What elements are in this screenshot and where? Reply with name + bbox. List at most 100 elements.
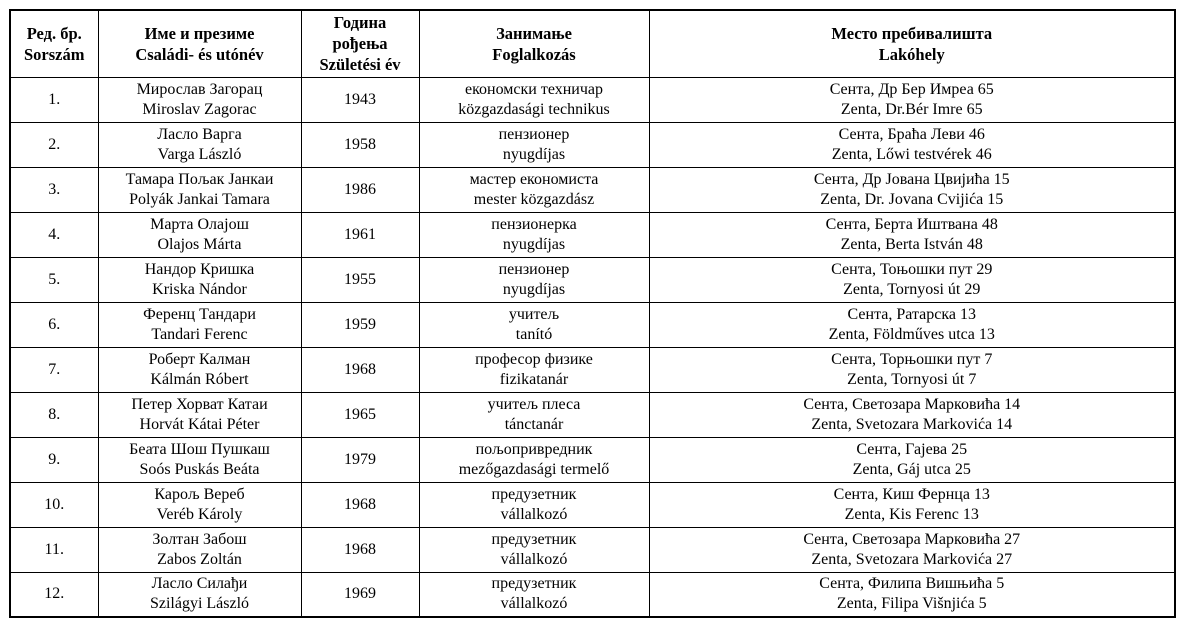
residents-table: Ред. бр. Sorszám Име и презиме Családi- … — [9, 9, 1176, 618]
table-row: 5. Нандор Кришка Kriska Nándor 1955 пенз… — [9, 256, 1176, 303]
cell-residence: Сента, Др Бер Имреа 65 Zenta, Dr.Bér Imr… — [648, 76, 1176, 123]
cell-occupation: професор физике fizikatanár — [418, 346, 650, 393]
residence-sr: Сента, Светозара Марковића 14 — [803, 395, 1021, 413]
cell-occupation: учитељ плеса tánctanár — [418, 391, 650, 438]
name-hu: Kriska Nándor — [152, 280, 247, 298]
cell-birth-year: 1968 — [300, 346, 420, 393]
occupation-hu: vállalkozó — [500, 550, 568, 568]
cell-birth-year: 1986 — [300, 166, 420, 213]
ordinal-number: 9. — [48, 450, 61, 468]
cell-name: Ференц Тандари Tandari Ferenc — [97, 301, 302, 348]
cell-occupation: предузетник vállalkozó — [418, 571, 650, 618]
name-hu: Soós Puskás Beáta — [139, 460, 260, 478]
name-sr: Петер Хорват Катаи — [131, 395, 268, 413]
occupation-hu: nyugdíjas — [502, 145, 566, 163]
table-row: 10. Карољ Вереб Veréb Károly 1968 предуз… — [9, 481, 1176, 528]
occupation-sr: учитељ плеса — [487, 395, 581, 413]
header-occupation-hu: Foglalkozás — [492, 44, 576, 64]
ordinal-number: 5. — [48, 270, 61, 288]
cell-ordinal-number: 6. — [9, 301, 99, 348]
cell-occupation: мастер економиста mester közgazdász — [418, 166, 650, 213]
occupation-sr: пензионер — [498, 260, 570, 278]
header-occupation: Занимање Foglalkozás — [418, 9, 650, 78]
occupation-sr: мастер економиста — [469, 170, 599, 188]
name-sr: Нандор Кришка — [144, 260, 255, 278]
residence-hu: Zenta, Dr. Jovana Cvijića 15 — [820, 190, 1004, 208]
occupation-sr: економски техничар — [464, 80, 604, 98]
header-occupation-sr: Занимање — [496, 23, 572, 43]
table-row: 9. Беата Шош Пушкаш Soós Puskás Beáta 19… — [9, 436, 1176, 483]
birth-year: 1968 — [344, 540, 376, 558]
cell-birth-year: 1968 — [300, 481, 420, 528]
ordinal-number: 11. — [44, 540, 64, 558]
occupation-sr: професор физике — [475, 350, 593, 368]
header-row: Ред. бр. Sorszám Име и презиме Családi- … — [9, 9, 1176, 78]
cell-ordinal-number: 10. — [9, 481, 99, 528]
cell-residence: Сента, Др Јована Цвијића 15 Zenta, Dr. J… — [648, 166, 1176, 213]
birth-year: 1955 — [344, 270, 376, 288]
occupation-sr: пољопривредник — [475, 440, 593, 458]
residence-hu: Zenta, Svetozara Markovića 14 — [811, 415, 1013, 433]
residence-hu: Zenta, Gáj utca 25 — [852, 460, 971, 478]
table-row: 2. Ласло Варга Varga László 1958 пензион… — [9, 121, 1176, 168]
ordinal-number: 2. — [48, 135, 61, 153]
table-header: Ред. бр. Sorszám Име и презиме Családi- … — [9, 9, 1176, 78]
name-hu: Szilágyi László — [149, 595, 250, 613]
name-hu: Zabos Zoltán — [157, 550, 242, 568]
occupation-sr: пензионерка — [491, 215, 577, 233]
cell-ordinal-number: 4. — [9, 211, 99, 258]
birth-year: 1968 — [344, 495, 376, 513]
cell-occupation: економски техничар közgazdasági techniku… — [418, 76, 650, 123]
occupation-sr: предузетник — [491, 530, 577, 548]
table-row: 4. Марта Олајош Olajos Márta 1961 пензио… — [9, 211, 1176, 258]
table-row: 7. Роберт Калман Kálmán Róbert 1968 проф… — [9, 346, 1176, 393]
cell-ordinal-number: 7. — [9, 346, 99, 393]
birth-year: 1961 — [344, 225, 376, 243]
occupation-sr: предузетник — [491, 575, 577, 593]
cell-residence: Сента, Ратарска 13 Zenta, Földműves utca… — [648, 301, 1176, 348]
ordinal-number: 7. — [48, 360, 61, 378]
cell-ordinal-number: 8. — [9, 391, 99, 438]
header-ordinal-number: Ред. бр. Sorszám — [9, 9, 99, 78]
residence-hu: Zenta, Filipa Višnjića 5 — [836, 595, 987, 613]
cell-occupation: пензионерка nyugdíjas — [418, 211, 650, 258]
name-hu: Polyák Jankai Tamara — [129, 190, 270, 208]
residence-sr: Сента, Торњошки пут 7 — [831, 350, 993, 368]
ordinal-number: 10. — [44, 495, 65, 513]
birth-year: 1943 — [344, 90, 376, 108]
table-row: 3. Тамара Пољак Јанкаи Polyák Jankai Tam… — [9, 166, 1176, 213]
residence-hu: Zenta, Dr.Bér Imre 65 — [840, 100, 983, 118]
name-sr: Марта Олајош — [150, 215, 249, 233]
cell-name: Беата Шош Пушкаш Soós Puskás Beáta — [97, 436, 302, 483]
residence-sr: Сента, Др Јована Цвијића 15 — [813, 170, 1010, 188]
header-residence: Место пребивалишта Lakóhely — [648, 9, 1176, 78]
cell-residence: Сента, Филипа Вишњића 5 Zenta, Filipa Vi… — [648, 571, 1176, 618]
name-sr: Ласло Силађи — [151, 575, 248, 593]
cell-birth-year: 1959 — [300, 301, 420, 348]
cell-name: Ласло Силађи Szilágyi László — [97, 571, 302, 618]
cell-name: Тамара Пољак Јанкаи Polyák Jankai Tamara — [97, 166, 302, 213]
birth-year: 1959 — [344, 315, 376, 333]
table-row: 11. Золтан Забош Zabos Zoltán 1968 преду… — [9, 526, 1176, 573]
cell-birth-year: 1979 — [300, 436, 420, 483]
cell-ordinal-number: 5. — [9, 256, 99, 303]
occupation-hu: vállalkozó — [500, 505, 568, 523]
header-birth-year: Година рођења Születési év — [300, 9, 420, 78]
occupation-hu: mester közgazdász — [473, 190, 595, 208]
cell-occupation: пољопривредник mezőgazdasági termelő — [418, 436, 650, 483]
cell-ordinal-number: 2. — [9, 121, 99, 168]
residence-sr: Сента, Светозара Марковића 27 — [803, 530, 1021, 548]
table-body: 1. Мирослав Загорац Miroslav Zagorac 194… — [9, 76, 1176, 618]
header-birth-year-sr: Година рођења — [332, 13, 388, 54]
header-name-hu: Családi- és utónév — [135, 44, 264, 64]
residence-sr: Сента, Филипа Вишњића 5 — [819, 575, 1005, 593]
residence-hu: Zenta, Lőwi testvérek 46 — [831, 145, 992, 163]
birth-year: 1969 — [344, 585, 376, 603]
name-hu: Kálmán Róbert — [150, 370, 249, 388]
cell-ordinal-number: 3. — [9, 166, 99, 213]
occupation-hu: tanító — [515, 325, 553, 343]
residence-sr: Сента, Тоњошки пут 29 — [831, 260, 993, 278]
cell-ordinal-number: 12. — [9, 571, 99, 618]
header-residence-sr: Место пребивалишта — [831, 23, 993, 43]
